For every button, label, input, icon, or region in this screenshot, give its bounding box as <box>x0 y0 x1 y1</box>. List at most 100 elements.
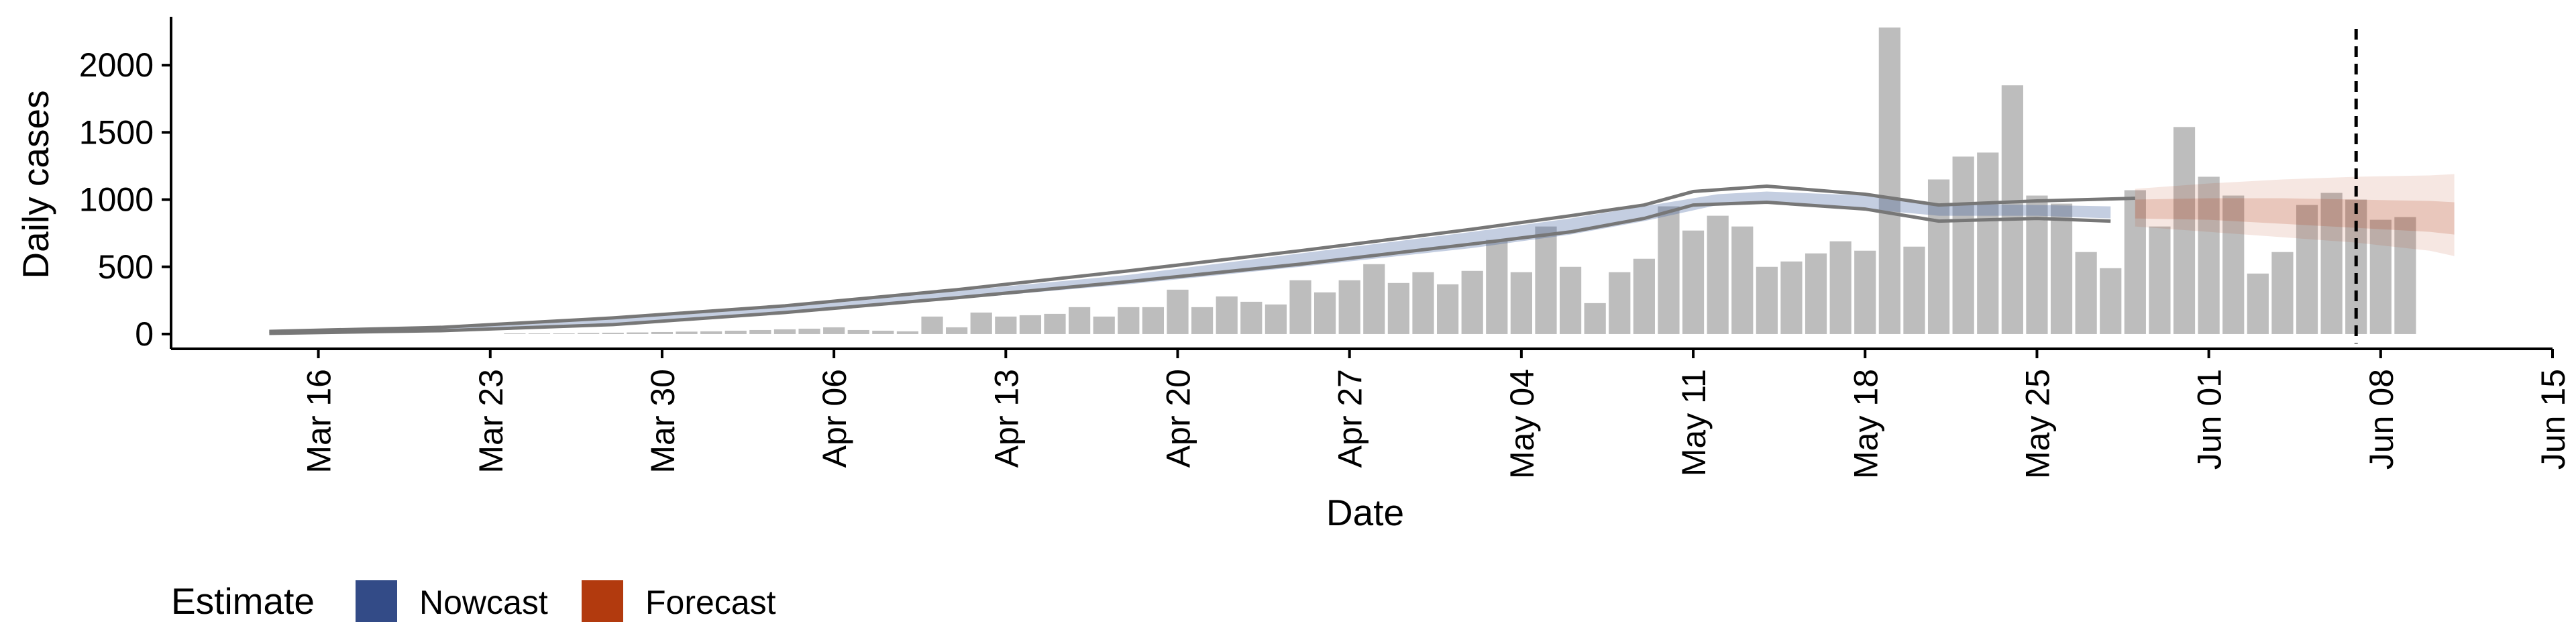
axes-layer: 0 500 1000 1500 2000 Mar 16 Mar 23 Mar 30 Apr 06… <box>79 17 2572 479</box>
nowcast-band <box>269 191 2111 333</box>
x-axis-title: Date <box>1326 492 1404 533</box>
bar <box>823 327 845 334</box>
bar <box>1044 313 1066 334</box>
bar <box>1240 301 1263 334</box>
x-tick-label: Apr 13 <box>987 369 1025 468</box>
y-tick-label: 1500 <box>79 113 154 151</box>
x-tick-label: Mar 16 <box>301 369 338 474</box>
bar <box>2320 193 2343 334</box>
bar <box>1216 296 1238 334</box>
bar <box>1707 215 1729 334</box>
bar <box>2100 268 2122 334</box>
bar <box>2050 203 2073 334</box>
bar <box>2124 190 2146 334</box>
bar <box>1289 280 1311 334</box>
bar <box>1412 272 1434 334</box>
nowcast-upper-line <box>269 184 2135 333</box>
bars-layer <box>504 28 2416 334</box>
bar <box>773 329 796 334</box>
bar <box>896 331 919 334</box>
x-tick-label: Mar 23 <box>472 369 510 474</box>
y-tick-label: 2000 <box>79 46 154 84</box>
bar <box>921 316 943 334</box>
x-tick-label: May 11 <box>1675 369 1713 476</box>
bar <box>2296 205 2318 334</box>
x-tick-label: Apr 20 <box>1160 369 1197 468</box>
x-tick-label: May 25 <box>2019 369 2056 479</box>
forecast-outer-band <box>2135 174 2455 256</box>
bar <box>1338 280 1360 334</box>
y-axis-title: Daily cases <box>15 90 56 278</box>
nowcast-layer <box>269 184 2135 335</box>
bar <box>1952 156 1974 334</box>
bar <box>1878 28 1900 334</box>
bar <box>995 316 1017 334</box>
bar <box>627 332 649 334</box>
bar <box>1535 226 1557 334</box>
x-tick-label: Apr 06 <box>816 369 853 468</box>
bar <box>1191 307 1214 334</box>
bar <box>1829 241 1851 334</box>
bar <box>970 312 992 334</box>
bar <box>1559 266 1582 334</box>
bar <box>1854 250 1876 334</box>
bar <box>2271 252 2294 334</box>
bar <box>553 333 575 334</box>
bar <box>2001 85 2023 334</box>
y-tick-label: 1000 <box>79 181 154 219</box>
bar <box>1069 307 1091 334</box>
legend-swatch-nowcast <box>356 580 397 622</box>
bar <box>724 330 747 334</box>
bar <box>872 330 894 334</box>
x-tick-label: Jun 15 <box>2534 369 2572 470</box>
bar <box>578 333 600 334</box>
legend-label-nowcast: Nowcast <box>419 584 548 621</box>
bar <box>798 328 820 334</box>
bar <box>1019 315 1042 334</box>
bar <box>2026 195 2048 334</box>
bar <box>1363 264 1385 334</box>
bar <box>1903 246 1925 334</box>
bar <box>1658 206 1680 334</box>
bar <box>847 329 869 334</box>
y-tick-label: 500 <box>98 248 154 286</box>
bar <box>749 329 771 334</box>
bar <box>700 331 722 334</box>
bar <box>1142 307 1165 334</box>
bar <box>1977 152 1999 334</box>
bar <box>1584 303 1606 334</box>
bar <box>946 327 968 334</box>
legend-title: Estimate <box>171 580 315 622</box>
bar <box>1510 272 1532 334</box>
bar <box>676 331 698 334</box>
bar <box>2394 217 2416 334</box>
bar <box>504 333 526 334</box>
x-tick-label: Apr 27 <box>1332 369 1369 468</box>
bar <box>2198 176 2220 334</box>
x-tick-label: May 18 <box>1847 369 1884 479</box>
x-tick-label: Mar 30 <box>644 369 682 474</box>
bar <box>1436 284 1459 334</box>
forecast-layer <box>2135 174 2455 256</box>
bar <box>1118 307 1140 334</box>
forecast-inner-band <box>2135 198 2455 235</box>
bar <box>2369 219 2392 334</box>
bar <box>651 331 674 334</box>
bar <box>1756 266 1778 334</box>
legend-swatch-forecast <box>582 580 623 622</box>
bar <box>1461 270 1483 334</box>
bar <box>1167 289 1189 334</box>
legend: Estimate Nowcast Forecast <box>171 580 776 622</box>
bar <box>1780 261 1803 334</box>
bar <box>1731 226 1754 334</box>
y-tick-label: 0 <box>135 315 154 353</box>
bar <box>1265 304 1287 334</box>
x-tick-label: Jun 08 <box>2363 369 2400 470</box>
bar <box>1682 230 1705 334</box>
bar <box>1314 292 1336 334</box>
bar <box>2247 273 2269 334</box>
bar <box>1805 253 1827 334</box>
bar <box>2075 252 2097 334</box>
bar <box>2149 226 2171 334</box>
